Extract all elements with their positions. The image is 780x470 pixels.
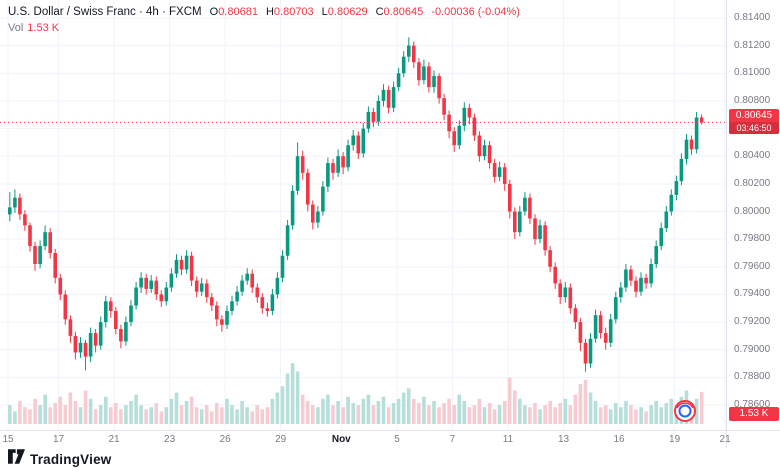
volume-label[interactable]: Vol	[8, 22, 24, 34]
bar-countdown: 03:46:50	[729, 122, 779, 135]
time-axis-label: 7	[449, 434, 456, 445]
price-axis-label: 0.78800	[734, 371, 771, 383]
price-axis-label: 0.80000	[734, 205, 771, 217]
time-axis-label: 21	[719, 434, 731, 445]
time-axis-label: 15	[2, 434, 14, 445]
price-axis-label: 0.80200	[734, 177, 771, 189]
time-axis-label: 17	[52, 434, 65, 445]
time-axis-label: 5	[394, 434, 400, 445]
legend: U.S. Dollar / Swiss Franc · 4h · FXCM O0…	[8, 6, 520, 34]
price-axis-label: 0.78600	[734, 399, 771, 410]
candlestick-chart[interactable]	[0, 0, 726, 430]
time-axis-label: 29	[275, 434, 287, 445]
footer-bar: TradingView	[0, 448, 780, 470]
ohlc-high: H0.80703	[265, 6, 314, 18]
volume-value: 1.53 K	[27, 22, 60, 34]
time-axis-label: 11	[502, 434, 514, 445]
price-axis-label: 0.80400	[734, 150, 771, 162]
last-price-badge: 0.80645 03:46:50	[729, 109, 779, 135]
time-axis-label: Nov	[331, 434, 351, 445]
time-axis[interactable]: 15 17 21 23 26 29 Nov 5 7 11 13 16 19 21	[0, 430, 731, 449]
ohlc-open: O0.80681	[209, 6, 258, 18]
time-axis-label: 19	[669, 434, 681, 445]
price-axis-label: 0.81400	[734, 12, 771, 23]
brand-name[interactable]: TradingView	[30, 451, 112, 467]
price-axis[interactable]: 0.80645 03:46:50 1.53 K 0.81400 0.81200 0.…	[726, 0, 780, 430]
time-axis-label: 21	[108, 434, 120, 445]
ohlc-low: L0.80629	[321, 6, 368, 18]
volume-axis-badge: 1.53 K	[729, 407, 779, 421]
time-axis-label: 23	[164, 434, 176, 445]
time-axis-label: 16	[613, 434, 625, 445]
time-axis-label: 13	[557, 434, 570, 445]
legend-symbol-row: U.S. Dollar / Swiss Franc · 4h · FXCM O0…	[8, 6, 520, 18]
symbol-title[interactable]: U.S. Dollar / Swiss Franc · 4h · FXCM	[8, 6, 202, 18]
last-price-value: 0.80645	[735, 110, 773, 122]
price-axis-label: 0.79800	[734, 233, 771, 245]
price-axis-label: 0.80800	[734, 94, 771, 106]
price-axis-label: 0.79200	[734, 316, 771, 328]
price-axis-label: 0.81000	[734, 67, 771, 79]
price-axis-label: 0.79000	[734, 343, 771, 355]
price-axis-label: 0.79600	[734, 260, 771, 272]
time-axis-label: 26	[219, 434, 231, 445]
plot-area[interactable]	[0, 0, 726, 430]
axis-corner	[726, 430, 780, 449]
volume-indicator-row: Vol 1.53 K	[8, 22, 520, 34]
tradingview-logo-icon[interactable]	[8, 449, 25, 469]
price-axis-label: 0.79400	[734, 288, 771, 300]
price-change: -0.00036 (-0.04%)	[431, 6, 520, 18]
ohlc-close: C0.80645	[375, 6, 424, 18]
broker-logo-icon	[674, 400, 696, 422]
price-axis-label: 0.81200	[734, 39, 771, 51]
